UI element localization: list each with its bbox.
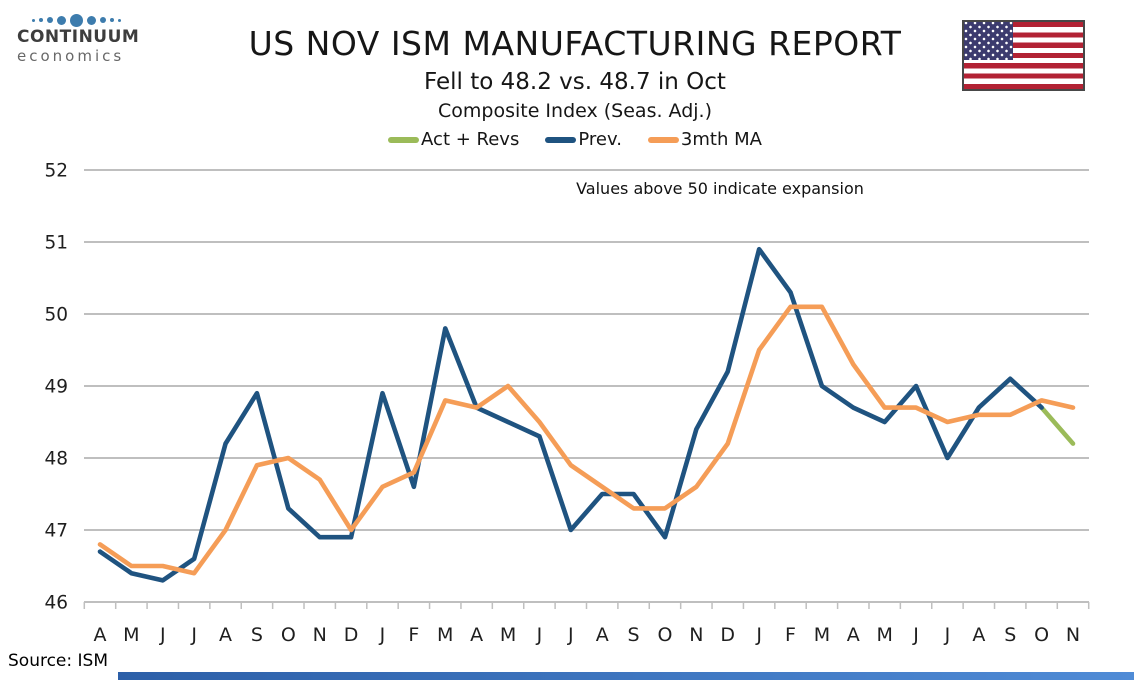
- svg-text:J: J: [190, 624, 197, 646]
- svg-text:46: 46: [44, 593, 68, 614]
- svg-text:S: S: [1004, 624, 1016, 646]
- ma3-swatch-icon: [647, 136, 679, 143]
- svg-text:47: 47: [44, 521, 68, 542]
- logo-line2: economics: [17, 46, 125, 65]
- svg-text:F: F: [785, 624, 796, 646]
- svg-text:J: J: [912, 624, 919, 646]
- chart-header: US NOV ISM MANUFACTURING REPORT Fell to …: [16, 0, 1134, 150]
- page-title: US NOV ISM MANUFACTURING REPORT: [248, 24, 902, 63]
- svg-text:M: M: [437, 624, 453, 646]
- svg-text:A: A: [847, 624, 860, 646]
- svg-text:52: 52: [44, 161, 68, 182]
- series-line-3mth-ma: [97, 304, 1076, 576]
- svg-text:J: J: [379, 624, 386, 646]
- svg-text:J: J: [755, 624, 762, 646]
- svg-text:48: 48: [44, 449, 68, 470]
- svg-text:J: J: [944, 624, 951, 646]
- legend-label: Prev.: [578, 129, 622, 150]
- svg-text:D: D: [344, 624, 359, 646]
- svg-text:S: S: [628, 624, 640, 646]
- y-axis-labels: 46 47 48 49 50 51 52: [44, 161, 68, 614]
- prev-swatch-icon: [545, 136, 577, 143]
- chart-legend: Act + Revs Prev. 3mth MA: [16, 129, 1134, 150]
- svg-text:J: J: [567, 624, 574, 646]
- svg-text:49: 49: [44, 377, 68, 398]
- svg-text:N: N: [689, 624, 703, 646]
- svg-text:O: O: [657, 624, 672, 646]
- svg-text:51: 51: [44, 233, 68, 254]
- expansion-annotation: Values above 50 indicate expansion: [576, 179, 864, 198]
- chart-subtitle: Fell to 48.2 vs. 48.7 in Oct: [424, 69, 726, 95]
- legend-label: 3mth MA: [680, 129, 762, 150]
- continuum-economics-logo: CONTINUUM economics: [17, 12, 140, 65]
- svg-text:M: M: [876, 624, 892, 646]
- svg-text:J: J: [159, 624, 166, 646]
- us-flag-icon: [962, 20, 1085, 91]
- svg-text:A: A: [972, 624, 985, 646]
- us-flag-canton: [964, 22, 1013, 60]
- legend-item-prev: Prev.: [545, 129, 622, 150]
- svg-text:M: M: [123, 624, 139, 646]
- logo-dots-icon: [17, 12, 135, 28]
- act-revs-swatch-icon: [388, 136, 420, 143]
- legend-label: Act + Revs: [421, 129, 520, 150]
- series-line-prev-: [97, 246, 1044, 583]
- legend-item-3mth-ma: 3mth MA: [647, 129, 762, 150]
- svg-text:D: D: [720, 624, 735, 646]
- svg-text:O: O: [1034, 624, 1049, 646]
- logo-line1: CONTINUUM: [17, 27, 140, 47]
- legend-item-act-revs: Act + Revs: [388, 129, 519, 150]
- svg-text:50: 50: [44, 305, 68, 326]
- svg-text:A: A: [596, 624, 609, 646]
- svg-text:S: S: [251, 624, 263, 646]
- svg-text:A: A: [470, 624, 483, 646]
- svg-text:M: M: [500, 624, 516, 646]
- index-label: Composite Index (Seas. Adj.): [437, 100, 713, 122]
- svg-text:M: M: [814, 624, 830, 646]
- svg-text:F: F: [408, 624, 419, 646]
- footer-brand-bar: [118, 672, 1134, 680]
- source-note: Source: ISM: [8, 651, 108, 671]
- svg-text:N: N: [1066, 624, 1080, 646]
- svg-text:N: N: [313, 624, 327, 646]
- svg-text:A: A: [219, 624, 232, 646]
- svg-text:J: J: [536, 624, 543, 646]
- series-line-act-revs: [1039, 405, 1076, 446]
- svg-text:A: A: [94, 624, 107, 646]
- x-axis-ticks: [83, 602, 1090, 609]
- gridlines: [84, 169, 1089, 603]
- svg-text:O: O: [281, 624, 296, 646]
